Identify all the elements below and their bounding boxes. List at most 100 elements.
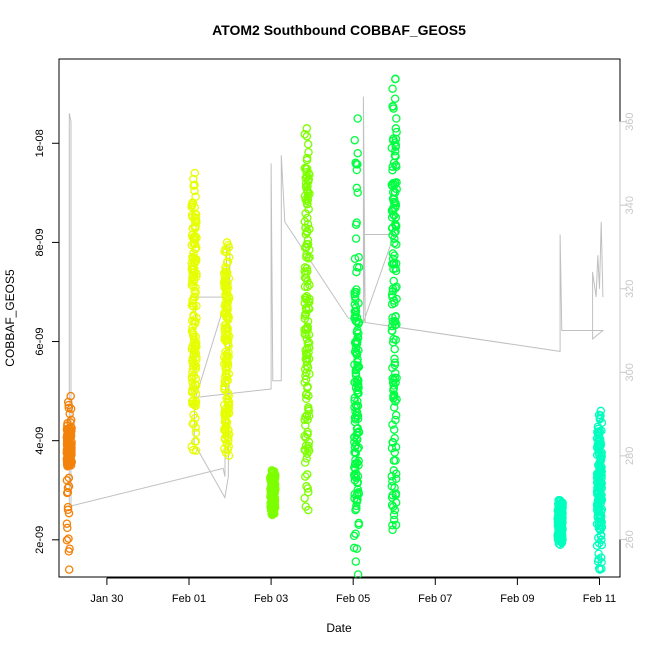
data-point bbox=[221, 354, 231, 364]
data-point bbox=[190, 317, 199, 326]
data-point bbox=[300, 130, 309, 139]
data-point bbox=[190, 222, 199, 232]
data-point bbox=[64, 565, 74, 574]
data-point bbox=[224, 433, 233, 442]
data-point bbox=[305, 294, 314, 304]
data-point bbox=[391, 74, 400, 84]
data-point bbox=[62, 476, 72, 485]
data-point bbox=[391, 520, 401, 530]
data-point bbox=[353, 355, 362, 364]
data-point bbox=[191, 436, 201, 446]
data-point bbox=[392, 395, 401, 404]
data-point bbox=[64, 449, 73, 458]
data-point bbox=[351, 407, 360, 416]
data-point bbox=[390, 147, 400, 156]
plot-frame bbox=[58, 58, 621, 578]
data-point bbox=[351, 365, 361, 375]
data-point bbox=[390, 238, 399, 248]
data-point bbox=[592, 434, 602, 443]
data-point bbox=[189, 248, 198, 258]
data-point bbox=[391, 213, 401, 222]
data-point bbox=[303, 140, 313, 149]
data-point bbox=[389, 259, 398, 268]
data-point bbox=[65, 443, 74, 453]
data-point bbox=[388, 438, 398, 447]
data-point bbox=[188, 233, 198, 242]
data-point bbox=[301, 412, 310, 422]
data-point bbox=[302, 357, 312, 366]
y-tick-label: 8e-09 bbox=[34, 228, 46, 256]
data-point bbox=[224, 401, 234, 410]
data-point bbox=[391, 474, 401, 484]
data-point bbox=[391, 410, 401, 420]
data-point bbox=[597, 535, 606, 544]
chart-title: ATOM2 Southbound COBBAF_GEOS5 bbox=[212, 22, 466, 38]
data-point bbox=[220, 335, 230, 345]
data-point bbox=[301, 164, 311, 173]
data-point bbox=[301, 502, 311, 511]
data-point bbox=[595, 413, 605, 423]
data-point bbox=[223, 331, 232, 340]
data-point bbox=[221, 270, 231, 279]
data-point bbox=[387, 326, 397, 336]
data-point bbox=[303, 362, 313, 372]
data-point bbox=[553, 529, 563, 539]
data-point bbox=[392, 114, 401, 123]
x-tick-label: Feb 05 bbox=[336, 593, 370, 605]
data-point bbox=[67, 426, 76, 436]
data-point bbox=[390, 228, 399, 237]
data-point bbox=[351, 371, 361, 380]
data-point bbox=[302, 394, 311, 404]
data-point bbox=[224, 391, 233, 400]
y2-tick-label: 300 bbox=[624, 363, 636, 381]
data-point bbox=[64, 473, 74, 483]
data-point bbox=[596, 499, 605, 508]
data-point bbox=[351, 383, 361, 393]
data-point bbox=[221, 292, 230, 301]
data-point bbox=[302, 167, 311, 177]
data-point bbox=[302, 454, 311, 463]
data-point bbox=[353, 411, 363, 420]
data-point bbox=[221, 369, 231, 378]
y2-tick-label: 320 bbox=[624, 280, 636, 298]
data-point bbox=[192, 301, 201, 311]
data-point bbox=[302, 252, 311, 262]
data-point bbox=[302, 228, 312, 237]
data-point bbox=[221, 358, 231, 367]
data-point bbox=[191, 423, 200, 432]
data-point bbox=[352, 401, 361, 411]
data-point bbox=[387, 290, 397, 300]
data-point bbox=[187, 200, 196, 210]
data-point bbox=[389, 425, 399, 434]
data-point bbox=[353, 114, 362, 123]
data-point bbox=[388, 374, 397, 383]
data-point bbox=[350, 463, 359, 472]
data-point bbox=[391, 378, 400, 388]
data-point bbox=[596, 553, 606, 562]
y-tick-label: 1e-08 bbox=[34, 129, 46, 157]
data-point bbox=[302, 334, 312, 343]
data-point bbox=[64, 547, 74, 556]
data-point bbox=[191, 381, 201, 390]
data-point bbox=[391, 222, 401, 231]
data-point bbox=[351, 234, 361, 243]
data-point bbox=[301, 309, 311, 318]
data-point bbox=[593, 511, 603, 521]
data-point bbox=[304, 411, 314, 421]
data-point bbox=[353, 361, 363, 370]
data-point bbox=[221, 363, 230, 373]
data-point bbox=[349, 543, 359, 553]
data-point bbox=[303, 317, 313, 326]
data-point bbox=[392, 127, 401, 137]
data-point bbox=[221, 310, 231, 319]
data-point bbox=[190, 213, 200, 222]
data-point bbox=[190, 168, 200, 178]
data-point bbox=[592, 541, 602, 551]
data-point bbox=[388, 84, 397, 93]
data-point bbox=[188, 266, 197, 275]
data-point bbox=[188, 301, 198, 311]
y2-tick-label: 340 bbox=[624, 196, 636, 214]
data-point bbox=[597, 564, 606, 574]
data-point bbox=[305, 280, 314, 290]
data-point bbox=[188, 277, 197, 287]
